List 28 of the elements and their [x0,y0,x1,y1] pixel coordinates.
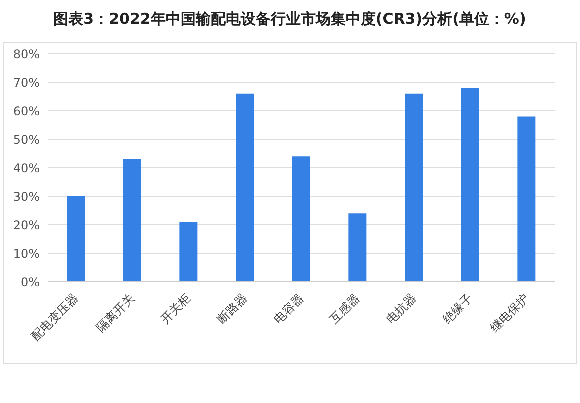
x-tick-label: 电容器 [271,291,306,326]
bar [123,159,142,282]
x-tick-label: 开关柜 [158,291,194,326]
x-tick-label: 断路器 [214,291,250,326]
x-tick-label: 电抗器 [384,291,420,326]
bar [518,116,536,282]
y-tick-label: 10% [13,246,40,261]
y-tick-label: 80% [13,47,40,62]
y-tick-label: 0% [20,275,40,290]
bar [67,196,85,282]
y-tick-label: 60% [13,104,40,118]
bar [348,214,367,282]
x-tick-label: 隔离开关 [94,291,138,335]
bar [236,94,254,282]
bar [292,156,310,282]
y-tick-label: 70% [13,76,40,90]
y-tick-label: 30% [13,190,40,204]
x-tick-label: 绝缘子 [440,291,476,326]
y-tick-label: 20% [13,218,40,232]
bar [405,94,423,282]
chart-title: 图表3：2022年中国输配电设备行业市场集中度(CR3)分析(单位：%) [52,9,528,30]
x-tick-label: 互感器 [327,291,363,326]
y-tick-label: 40% [13,161,40,176]
bar [180,222,198,282]
y-tick-label: 50% [13,132,40,147]
bar [461,88,480,282]
x-tick-label: 继电保护 [488,291,532,335]
x-tick-label: 配电变压器 [28,291,82,344]
